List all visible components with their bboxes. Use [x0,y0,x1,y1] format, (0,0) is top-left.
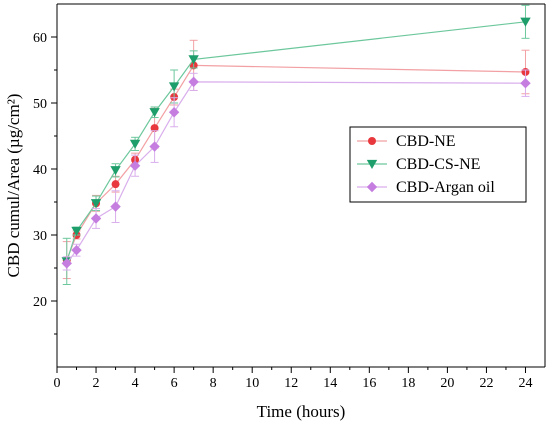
data-point [520,78,531,89]
data-point [71,244,82,256]
legend-label: CBD-Argan oil [396,179,495,196]
y-tick-label: 50 [33,97,47,112]
data-point [90,199,102,209]
x-tick-label: 0 [54,376,61,391]
legend: CBD-NE CBD-CS-NE CBD-Argan oil [349,126,527,203]
plot-content [61,4,531,285]
data-point [71,226,82,236]
legend-swatch-marker [366,181,378,193]
series-CBD-Argan oil [61,69,531,271]
data-point [188,76,199,88]
x-tick-label: 16 [362,376,376,391]
x-tick-label: 8 [210,376,217,391]
legend-swatch-marker [366,159,378,169]
y-ticks: 20 30 40 50 60 [33,31,57,335]
data-point [129,160,141,171]
x-tick-label: 18 [401,376,415,391]
x-tick-label: 20 [440,376,454,391]
legend-label: CBD-CS-NE [396,156,480,173]
data-point [150,124,159,133]
y-tick-label: 30 [33,229,47,244]
y-axis-title: CBD cumul/Area (µg/cm²) [4,94,23,278]
x-axis: 0 2 4 6 8 10 12 14 16 18 20 22 24 Time (hours) [54,366,545,421]
y-tick-label: 60 [33,31,47,46]
x-ticks: 0 2 4 6 8 10 12 14 16 18 20 22 24 [54,367,532,391]
x-tick-label: 2 [93,376,100,391]
legend-swatch-marker [368,137,376,145]
x-tick-label: 4 [132,376,139,391]
y-tick-label: 20 [33,295,47,310]
data-point [111,180,120,189]
x-tick-label: 24 [518,376,532,391]
series-CBD-CS-NE [61,4,531,285]
data-point [520,17,531,27]
y-axis: 20 30 40 50 60 CBD cumul/Area (µg/cm²) [4,4,58,367]
x-tick-label: 22 [479,376,493,391]
data-point [129,139,141,149]
x-tick-label: 12 [284,376,298,391]
x-axis-title: Time (hours) [257,402,346,421]
x-tick-label: 10 [245,376,259,391]
data-point [168,107,180,118]
x-tick-label: 14 [323,376,337,391]
data-point [149,141,160,152]
x-tick-label: 6 [171,376,178,391]
data-point [188,55,199,65]
legend-label: CBD-NE [396,133,456,150]
data-point [168,82,180,92]
data-point [110,166,121,176]
data-point [61,258,72,269]
data-point [149,108,160,118]
data-point [90,213,102,224]
y-tick-label: 40 [33,163,47,178]
data-point [110,201,121,212]
